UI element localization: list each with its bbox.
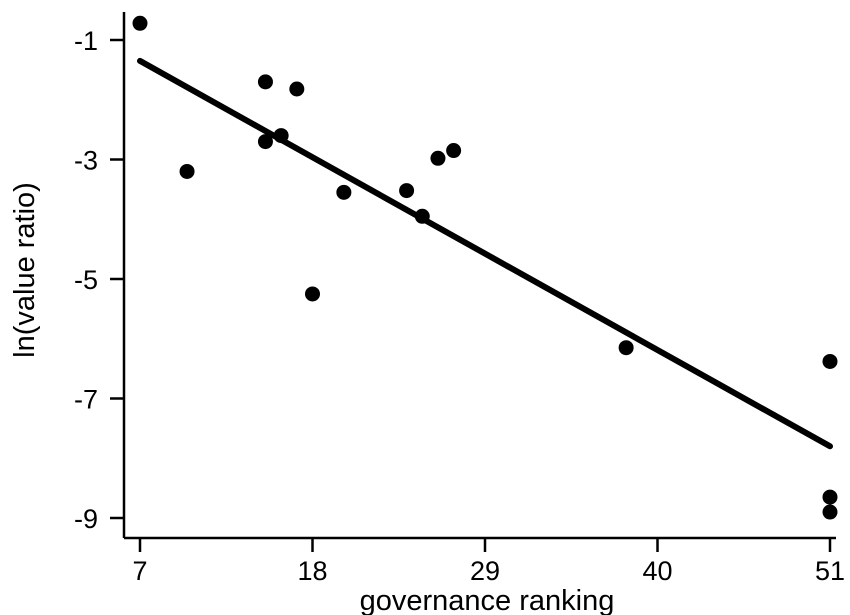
axes: [124, 12, 836, 538]
data-point: [823, 354, 838, 369]
x-tick-label: 7: [132, 556, 147, 586]
data-point: [430, 151, 445, 166]
data-point: [823, 490, 838, 505]
data-point: [258, 134, 273, 149]
y-axis-title: ln(value ratio): [9, 182, 41, 358]
data-point: [619, 340, 634, 355]
data-point: [446, 143, 461, 158]
data-point: [180, 164, 195, 179]
data-point: [336, 185, 351, 200]
data-point: [399, 183, 414, 198]
x-ticks: 7 18 29 40 51: [132, 538, 845, 586]
y-tick-label: -1: [74, 26, 98, 56]
x-tick-label: 29: [470, 556, 500, 586]
data-point: [305, 286, 320, 301]
y-ticks: -1 -3 -5 -7 -9: [74, 26, 124, 534]
y-tick-label: -7: [74, 385, 98, 415]
data-points: [133, 16, 838, 520]
x-tick-label: 18: [297, 556, 327, 586]
data-point: [823, 505, 838, 520]
y-tick-label: -5: [74, 265, 98, 295]
fit-line-group: [140, 61, 830, 446]
data-point: [289, 81, 304, 96]
y-tick-label: -9: [74, 504, 98, 534]
y-tick-label: -3: [74, 146, 98, 176]
fit-line: [140, 61, 830, 446]
data-point: [415, 209, 430, 224]
data-point: [274, 128, 289, 143]
data-point: [258, 74, 273, 89]
data-point: [133, 16, 148, 31]
x-tick-label: 40: [642, 556, 672, 586]
x-tick-label: 51: [815, 556, 845, 586]
x-axis-title: governance ranking: [360, 585, 615, 615]
